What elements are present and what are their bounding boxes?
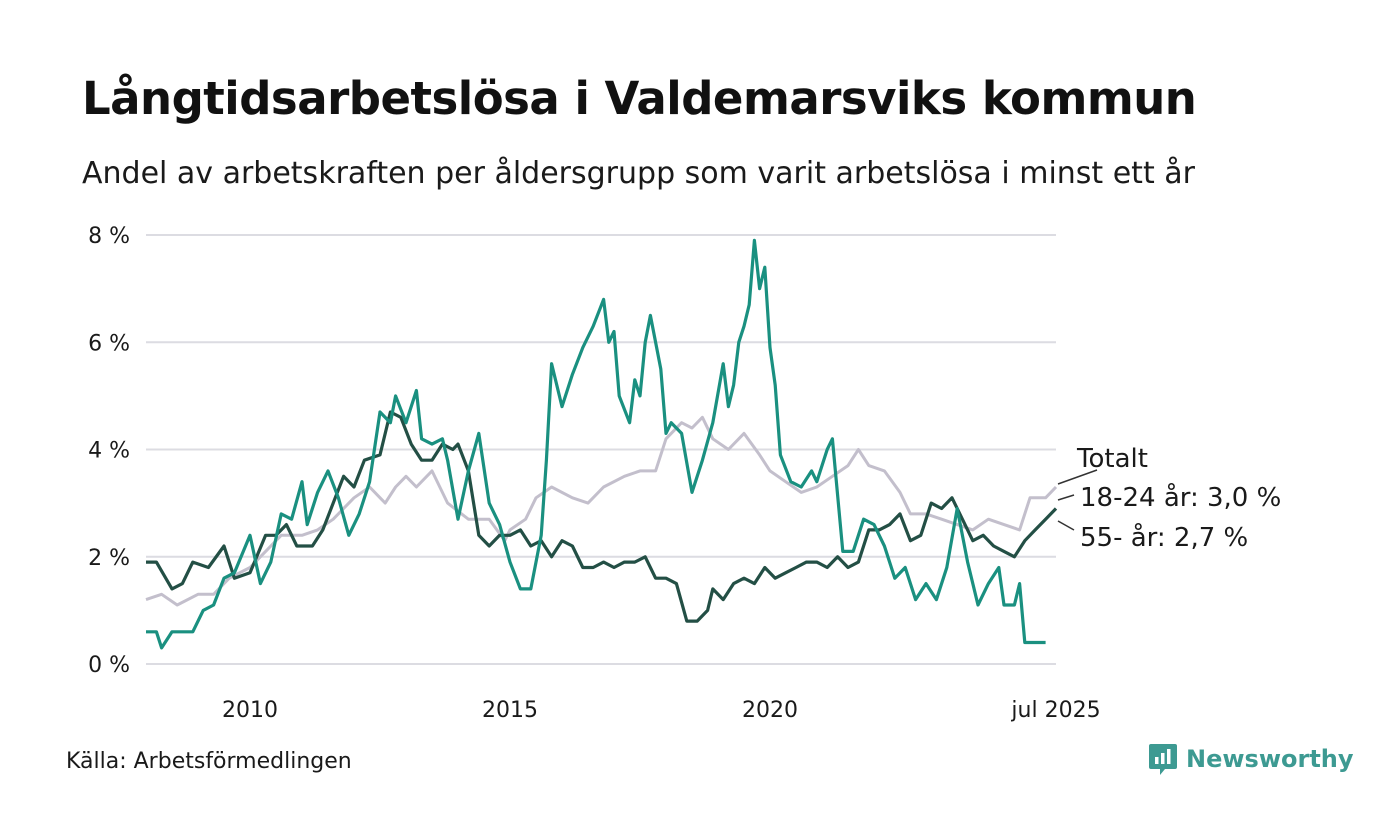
x-tick-label: 2020 [742, 698, 798, 723]
brand-name: Newsworthy [1186, 745, 1354, 773]
series-line-2 [146, 410, 1058, 623]
y-tick-label: 4 % [88, 439, 130, 464]
grid-lines [146, 234, 1056, 665]
y-tick-label: 8 % [88, 224, 130, 249]
brand-logo: Newsworthy [1148, 742, 1354, 776]
x-tick-label: jul 2025 [1010, 698, 1100, 723]
series-labels: Totalt 18-24 år: 3,0 % 55- år: 2,7 % [1057, 444, 1281, 553]
chart-subtitle: Andel av arbetskraften per åldersgrupp s… [82, 156, 1195, 191]
y-tick-label: 6 % [88, 331, 130, 356]
series-label-2: 55- år: 2,7 % [1080, 522, 1248, 553]
chart-title: Långtidsarbetslösa i Valdemarsviks kommu… [82, 72, 1197, 125]
y-tick-label: 0 % [88, 653, 130, 678]
series-lines [145, 238, 1058, 650]
series-label-1: 18-24 år: 3,0 % [1080, 482, 1281, 513]
x-axis-ticks: 2010 2015 2020 jul 2025 [222, 698, 1101, 723]
y-tick-label: 2 % [88, 546, 130, 571]
newsworthy-logo-icon [1149, 744, 1177, 775]
label-leader-1 [1057, 494, 1075, 501]
x-tick-label: 2015 [482, 698, 538, 723]
series-line-0 [145, 415, 1058, 607]
x-tick-label: 2010 [222, 698, 278, 723]
label-leader-2 [1057, 520, 1075, 531]
y-axis-ticks: 0 % 2 % 4 % 6 % 8 % [88, 224, 130, 678]
series-line-1 [146, 238, 1046, 650]
series-label-0: Totalt [1076, 444, 1148, 474]
label-leader-0 [1057, 469, 1098, 485]
source-note: Källa: Arbetsförmedlingen [66, 749, 352, 774]
